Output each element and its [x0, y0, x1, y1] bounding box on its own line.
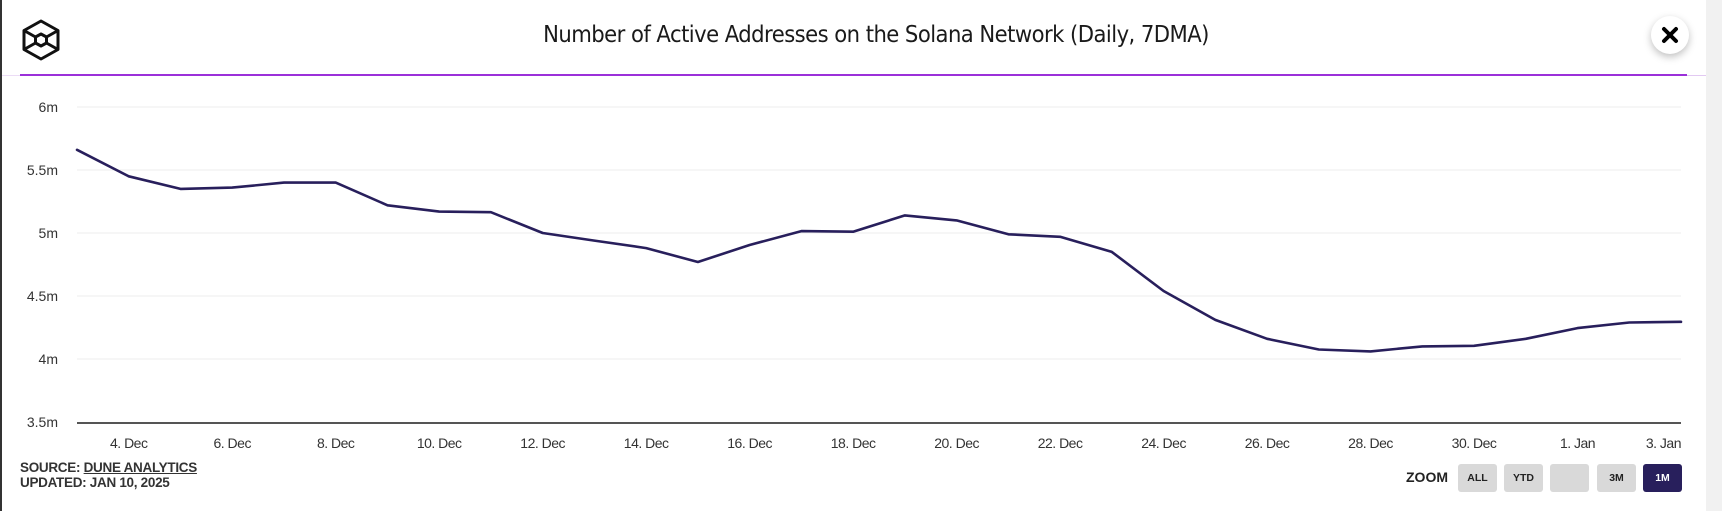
- y-tick-label: 4.5m: [27, 288, 58, 304]
- x-tick-label: 26. Dec: [1245, 435, 1290, 451]
- zoom-blank-button[interactable]: [1550, 464, 1589, 492]
- x-tick-label: 8. Dec: [317, 435, 355, 451]
- x-tick-label: 18. Dec: [831, 435, 876, 451]
- x-tick-label: 30. Dec: [1452, 435, 1497, 451]
- x-tick-label: 1. Jan: [1560, 435, 1595, 451]
- x-tick-label: 24. Dec: [1141, 435, 1186, 451]
- x-tick-label: 28. Dec: [1348, 435, 1393, 451]
- header-divider-end: [1687, 75, 1706, 76]
- x-tick-label: 4. Dec: [110, 435, 148, 451]
- y-tick-label: 5.5m: [27, 162, 58, 178]
- x-axis-labels: 4. Dec 6. Dec 8. Dec 10. Dec 12. Dec 14. Dec 1…: [110, 435, 1681, 451]
- zoom-3m-button[interactable]: 3M: [1597, 464, 1636, 492]
- x-tick-label: 3. Jan: [1646, 435, 1681, 451]
- x-tick-label: 6. Dec: [213, 435, 251, 451]
- x-tick-label: 10. Dec: [417, 435, 462, 451]
- source-line: SOURCE: DUNE ANALYTICS: [20, 460, 197, 475]
- y-tick-label: 4m: [39, 351, 58, 367]
- zoom-label: ZOOM: [1406, 469, 1448, 485]
- y-tick-label: 3.5m: [27, 414, 58, 430]
- y-axis-labels: 3.5m 4m 4.5m 5m 5.5m 6m: [27, 99, 58, 430]
- zoom-all-button[interactable]: ALL: [1458, 464, 1497, 492]
- chart-title: Number of Active Addresses on the Solana…: [543, 22, 1209, 48]
- y-tick-label: 5m: [39, 225, 58, 241]
- x-tick-label: 20. Dec: [934, 435, 979, 451]
- line-chart: 3.5m 4m 4.5m 5m 5.5m 6m 4. Dec 6. Dec 8. Dec 10.…: [27, 99, 1683, 451]
- header-divider: [20, 74, 1687, 76]
- window-left-border: [0, 0, 2, 511]
- x-tick-label: 14. Dec: [624, 435, 669, 451]
- updated-date: UPDATED: JAN 10, 2025: [20, 475, 170, 490]
- chart-footer: SOURCE: DUNE ANALYTICS UPDATED: JAN 10, …: [20, 460, 197, 490]
- header-divider-start: [2, 75, 20, 76]
- zoom-1m-button[interactable]: 1M: [1643, 464, 1682, 492]
- cube-logo-icon: [22, 19, 60, 61]
- x-tick-label: 12. Dec: [520, 435, 565, 451]
- source-label: SOURCE:: [20, 460, 81, 475]
- close-button[interactable]: [1651, 16, 1689, 54]
- x-tick-label: 22. Dec: [1038, 435, 1083, 451]
- series-line: [75, 148, 1683, 353]
- scrollbar-track[interactable]: [1706, 0, 1722, 511]
- source-link[interactable]: DUNE ANALYTICS: [83, 460, 198, 475]
- close-icon: [1662, 27, 1678, 43]
- zoom-ytd-button[interactable]: YTD: [1504, 464, 1543, 492]
- data-points: [77, 150, 1681, 352]
- x-tick-label: 16. Dec: [727, 435, 772, 451]
- gridlines: [77, 106, 1681, 360]
- y-tick-label: 6m: [39, 99, 58, 115]
